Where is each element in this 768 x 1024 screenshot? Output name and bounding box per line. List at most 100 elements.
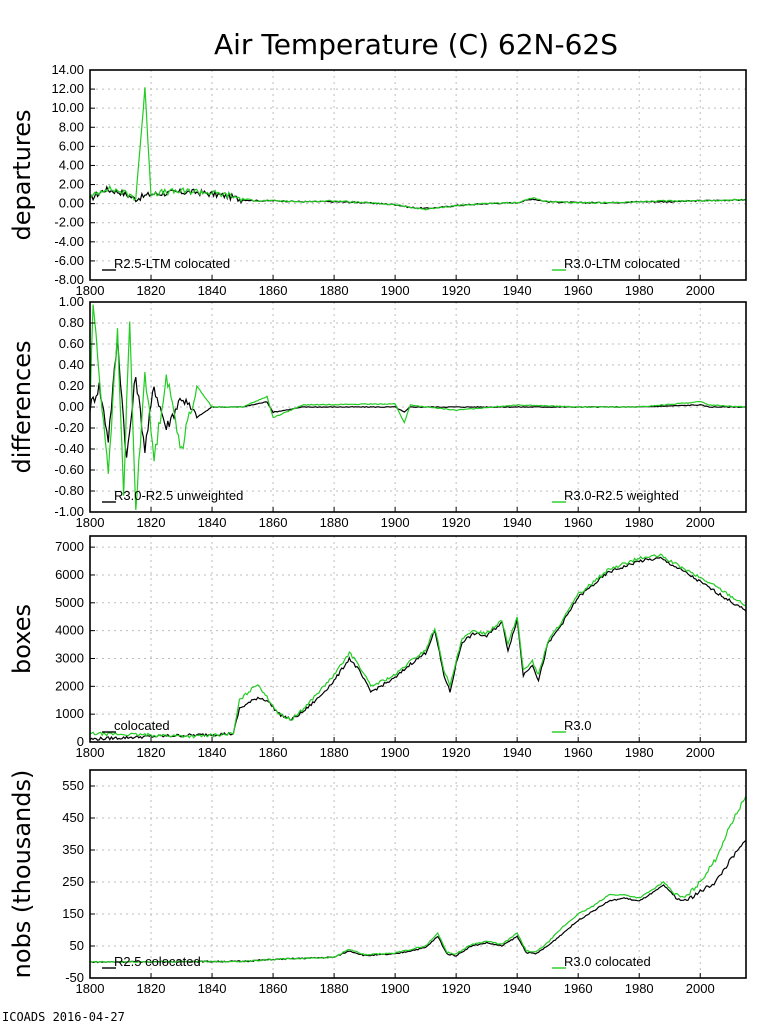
x-tick-label: 1940 (503, 745, 532, 760)
x-tick-label: 1860 (259, 745, 288, 760)
x-tick-label: 1820 (137, 283, 166, 298)
plot-frame (89, 769, 747, 979)
y-axis-label: departures (8, 109, 36, 240)
y-tick-label: 0.20 (59, 378, 84, 393)
y-tick-label: 6000 (55, 567, 84, 582)
x-tick-label: 2000 (686, 515, 715, 530)
footer-text: ICOADS 2016-04-27 (2, 1010, 125, 1024)
x-tick-label: 1840 (198, 515, 227, 530)
plot-frame (89, 535, 747, 743)
series-line-black (89, 556, 747, 741)
panel-2: 1800 1820 1840 1860 1880 1900 1920 1940 1960 1980… (8, 294, 747, 530)
legend-label: R2.5-LTM colocated (114, 256, 230, 271)
y-tick-label: 4000 (55, 623, 84, 638)
y-tick-label: -0.60 (54, 462, 84, 477)
x-tick-label: 1960 (564, 515, 593, 530)
y-tick-label: 0.00 (59, 399, 84, 414)
x-tick-label: 1880 (320, 515, 349, 530)
x-tick-label: 1860 (259, 283, 288, 298)
x-tick-label: 1800 (76, 283, 105, 298)
x-tick-label: 2000 (686, 745, 715, 760)
x-tick-label: 1940 (503, 283, 532, 298)
y-tick-label: 150 (62, 906, 84, 921)
y-tick-label: -0.40 (54, 441, 84, 456)
series-line-black (89, 336, 747, 458)
panel-1: 1800 1820 1840 1860 1880 1900 1920 1940 1960 1980… (8, 62, 747, 298)
y-tick-label: 450 (62, 810, 84, 825)
y-tick-label: -8.00 (54, 272, 84, 287)
series-line-green (89, 795, 747, 963)
y-tick-label: -1.00 (54, 504, 84, 519)
legend-label: colocated (114, 718, 170, 733)
series-line-black (89, 185, 747, 210)
y-tick-label: 3000 (55, 650, 84, 665)
x-tick-label: 1820 (137, 745, 166, 760)
x-tick-label: 1920 (442, 745, 471, 760)
y-tick-label: 50 (70, 938, 84, 953)
y-tick-label: 7000 (55, 539, 84, 554)
x-tick-label: 1920 (442, 981, 471, 996)
y-tick-label: 0.40 (59, 357, 84, 372)
series-line-green (89, 304, 747, 511)
series-line-black (89, 839, 747, 964)
x-tick-label: 1860 (259, 981, 288, 996)
x-tick-label: 1900 (381, 515, 410, 530)
y-tick-label: -0.80 (54, 483, 84, 498)
x-tick-label: 1980 (625, 981, 654, 996)
y-tick-label: 550 (62, 778, 84, 793)
chart-title: Air Temperature (C) 62N-62S (214, 28, 618, 61)
legend-label: R3.0-LTM colocated (564, 256, 680, 271)
y-tick-label: -4.00 (54, 234, 84, 249)
x-tick-label: 1840 (198, 981, 227, 996)
y-tick-label: 6.00 (59, 138, 84, 153)
x-tick-label: 2000 (686, 283, 715, 298)
x-tick-label: 1880 (320, 745, 349, 760)
legend-label: R2.5 colocated (114, 954, 201, 969)
y-tick-label: 8.00 (59, 119, 84, 134)
x-tick-label: 1840 (198, 745, 227, 760)
y-tick-label: 12.00 (51, 81, 84, 96)
panel-3: 1800 1820 1840 1860 1880 1900 1920 1940 1960 1980… (8, 535, 747, 760)
y-tick-label: -6.00 (54, 253, 84, 268)
x-tick-label: 1880 (320, 981, 349, 996)
panel-4: 1800 1820 1840 1860 1880 1900 1920 1940 1960 1980… (8, 769, 747, 996)
panels: 1800 1820 1840 1860 1880 1900 1920 1940 1960 1980… (8, 62, 747, 996)
y-tick-label: 250 (62, 874, 84, 889)
series-line-green (89, 553, 747, 739)
x-tick-label: 1920 (442, 283, 471, 298)
x-tick-label: 1940 (503, 981, 532, 996)
x-tick-label: 1940 (503, 515, 532, 530)
x-tick-label: 1800 (76, 981, 105, 996)
legend-label: R3.0-R2.5 unweighted (114, 488, 243, 503)
legend-label: R3.0 (564, 718, 591, 733)
y-tick-label: 1000 (55, 706, 84, 721)
x-tick-label: 1980 (625, 515, 654, 530)
x-tick-label: 1880 (320, 283, 349, 298)
y-axis-label: boxes (8, 604, 36, 674)
y-tick-label: 0.60 (59, 336, 84, 351)
plot-frame (89, 69, 747, 281)
legend-label: R3.0 colocated (564, 954, 651, 969)
y-tick-label: 14.00 (51, 62, 84, 77)
x-tick-label: 1820 (137, 981, 166, 996)
x-tick-label: 1960 (564, 745, 593, 760)
y-tick-label: 2.00 (59, 177, 84, 192)
y-tick-label: 350 (62, 842, 84, 857)
x-tick-label: 1960 (564, 283, 593, 298)
x-tick-label: 1900 (381, 745, 410, 760)
x-tick-label: 1900 (381, 981, 410, 996)
x-tick-label: 1840 (198, 283, 227, 298)
x-tick-label: 2000 (686, 981, 715, 996)
x-tick-label: 1820 (137, 515, 166, 530)
y-axis-label: nobs (thousands) (8, 770, 36, 979)
x-tick-label: 1980 (625, 745, 654, 760)
y-axis-label: differences (8, 341, 36, 474)
x-tick-label: 1920 (442, 515, 471, 530)
y-tick-label: -50 (65, 970, 84, 985)
x-tick-label: 1860 (259, 515, 288, 530)
y-tick-label: 2000 (55, 678, 84, 693)
y-tick-label: -0.20 (54, 420, 84, 435)
legend-label: R3.0-R2.5 weighted (564, 488, 679, 503)
y-tick-label: 5000 (55, 595, 84, 610)
